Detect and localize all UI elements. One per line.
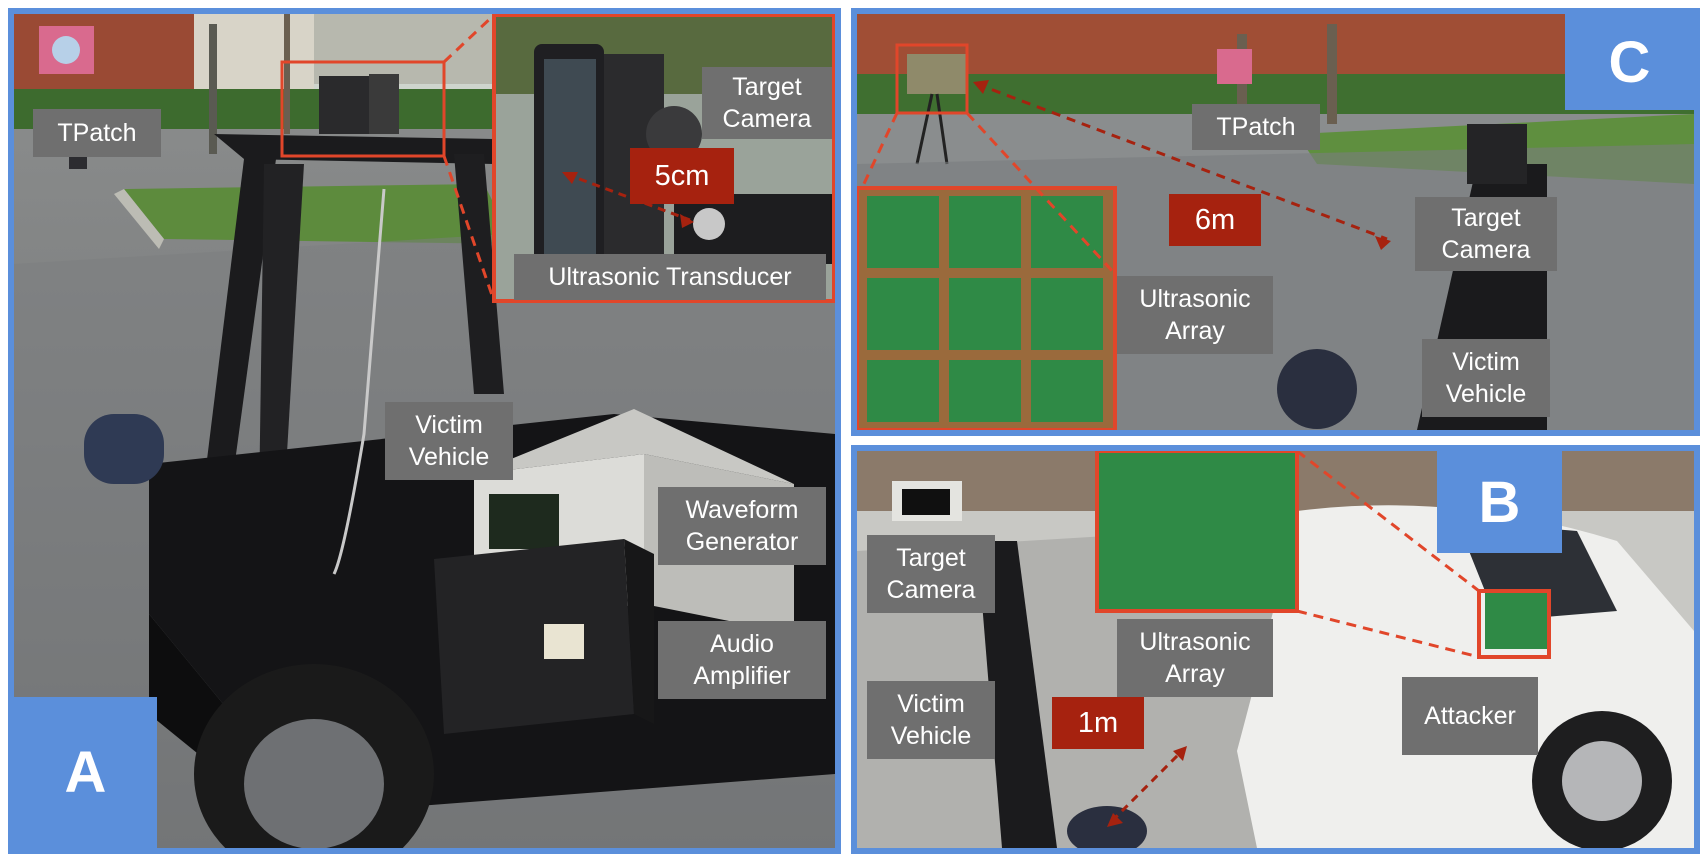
panel-a-annotations xyxy=(280,14,835,303)
panel-b: Target Camera Ultrasonic Array Victim Ve… xyxy=(851,445,1700,854)
target-camera-label: Target Camera xyxy=(1415,197,1557,271)
panel-a: TPatch Target Camera 5cm Ultrasonic Tran… xyxy=(8,8,841,854)
array-inset-frame xyxy=(857,186,1117,430)
target-camera-label: Target Camera xyxy=(867,535,995,613)
distance-5cm-badge: 5cm xyxy=(630,148,734,204)
tpatch-label: TPatch xyxy=(1192,104,1320,150)
waveform-generator-label: Waveform Generator xyxy=(658,487,826,565)
ultrasonic-array-label: Ultrasonic Array xyxy=(1117,619,1273,697)
panel-b-letter: B xyxy=(1437,451,1562,553)
victim-vehicle-label: Victim Vehicle xyxy=(1422,339,1550,417)
panel-c-letter: C xyxy=(1565,14,1694,110)
distance-6m-badge: 6m xyxy=(1169,194,1261,246)
target-camera-label: Target Camera xyxy=(702,67,832,139)
distance-arrow-1m xyxy=(1110,749,1184,823)
inset-zoom-frame xyxy=(492,14,835,303)
panel-c: TPatch 6m Target Camera Ultrasonic Array… xyxy=(851,8,1700,436)
victim-vehicle-label: Victim Vehicle xyxy=(867,681,995,759)
attacker-label: Attacker xyxy=(1402,677,1538,755)
victim-vehicle-label: Victim Vehicle xyxy=(385,402,513,480)
panel-b-annotations xyxy=(1095,451,1551,827)
ultrasonic-transducer-label: Ultrasonic Transducer xyxy=(514,254,826,300)
panel-c-annotations xyxy=(857,43,1391,430)
target-camera-highlight-box xyxy=(280,60,446,158)
zoom-connector-bottom xyxy=(442,155,496,302)
array-highlight-box xyxy=(895,43,969,115)
array-inset-frame xyxy=(1095,451,1299,613)
ultrasonic-array-boards xyxy=(867,196,1103,422)
tpatch-label: TPatch xyxy=(33,109,161,157)
zoom-connector-top xyxy=(442,14,496,64)
zoom-connector-b2 xyxy=(1296,609,1480,659)
zoom-connector-b xyxy=(1296,451,1480,593)
zoom-connector-c2 xyxy=(965,111,1117,276)
ultrasonic-array-label: Ultrasonic Array xyxy=(1117,276,1273,354)
distance-1m-badge: 1m xyxy=(1052,697,1144,749)
audio-amplifier-label: Audio Amplifier xyxy=(658,621,826,699)
panel-a-letter: A xyxy=(14,697,157,848)
attacker-array-highlight-box xyxy=(1477,589,1551,659)
zoom-connector-c xyxy=(860,112,899,189)
